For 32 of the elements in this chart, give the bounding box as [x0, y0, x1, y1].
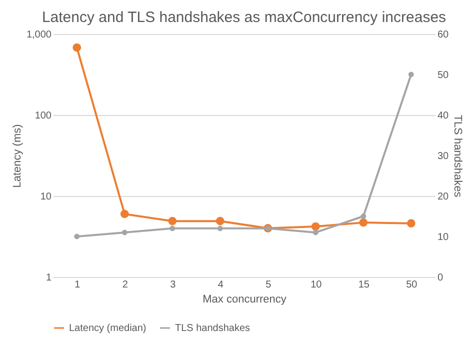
- x-tick-label: 1: [74, 280, 81, 290]
- point: [168, 216, 177, 226]
- y-tick-label: 100: [34, 110, 52, 122]
- y2-axis-title: TLS handshakes: [452, 114, 464, 198]
- x-axis-title: Max concurrency: [202, 294, 287, 306]
- x-tick-label: 3: [170, 280, 176, 290]
- legend-label: Latency (median): [69, 323, 146, 334]
- point: [72, 43, 82, 52]
- x-tick-label: 10: [310, 280, 322, 290]
- legend-label: TLS handshakes: [175, 323, 250, 334]
- y-tick-label: 1,000: [26, 30, 52, 40]
- y-tick-label: 10: [40, 192, 52, 202]
- y2-tick-label: 50: [438, 70, 450, 81]
- x-tick-label: 5: [266, 280, 272, 290]
- point: [216, 216, 224, 226]
- y2-tick-label: 60: [438, 30, 450, 40]
- x-tick-label: 2: [122, 280, 128, 290]
- point: [359, 218, 368, 227]
- y2-tick-label: 0: [438, 272, 444, 284]
- point: [406, 219, 416, 228]
- x-tick-label: 15: [358, 280, 370, 290]
- y-axis-title: Latency (ms): [11, 124, 24, 188]
- y-tick-label: 1: [46, 272, 52, 284]
- point: [311, 222, 320, 231]
- y2-tick-label: 30: [438, 151, 450, 162]
- x-tick-label: 4: [218, 280, 224, 290]
- chart-title: Latency and TLS handshakes as maxConcurrency increases: [42, 9, 446, 26]
- y2-tick-label: 20: [438, 192, 450, 202]
- y2-tick-label: 10: [438, 232, 450, 243]
- y2-tick-label: 40: [438, 110, 450, 122]
- point: [120, 210, 129, 218]
- x-tick-label: 50: [406, 280, 418, 290]
